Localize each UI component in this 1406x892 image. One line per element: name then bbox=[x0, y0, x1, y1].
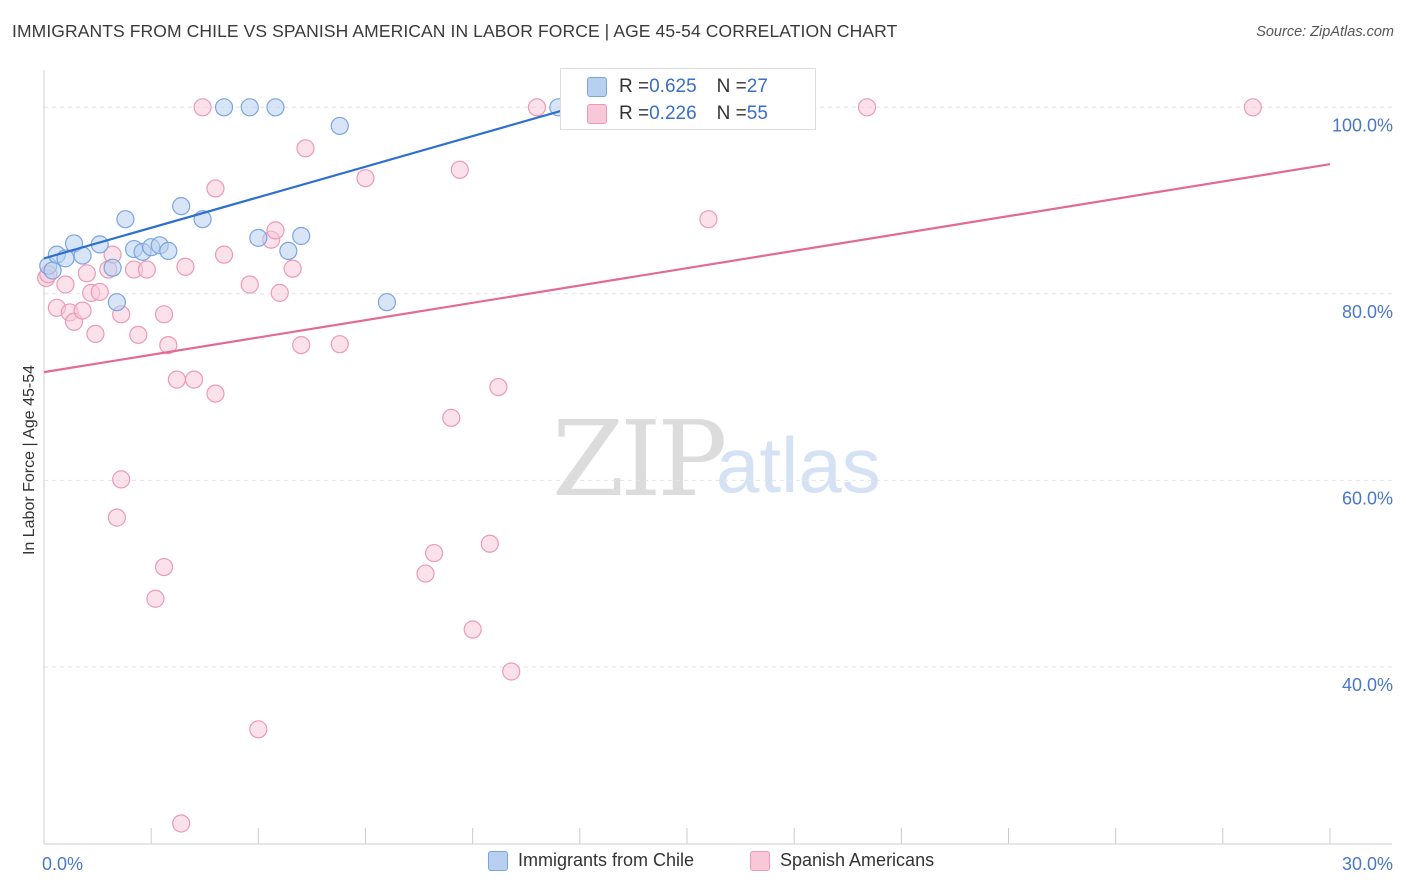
grid-lines bbox=[44, 106, 1392, 668]
point-spanish-americans bbox=[86, 324, 105, 344]
point-spanish-americans bbox=[296, 139, 315, 158]
legend-row-spanish: R = 0.226 N = 55 bbox=[587, 102, 768, 126]
y-tick-label: 60.0% bbox=[1342, 488, 1393, 508]
legend-item-spanish[interactable]: Spanish Americans bbox=[750, 850, 934, 871]
x-tick-label: 0.0% bbox=[42, 854, 83, 874]
series-immigrants-from-chile bbox=[39, 98, 654, 312]
legend-row-chile: R = 0.625 N = 27 bbox=[587, 75, 768, 99]
point-spanish-americans bbox=[249, 720, 268, 739]
point-spanish-americans bbox=[56, 275, 75, 294]
point-spanish-americans bbox=[112, 470, 131, 489]
point-immigrants-from-chile bbox=[214, 98, 234, 117]
point-spanish-americans bbox=[107, 508, 126, 527]
point-spanish-americans bbox=[172, 814, 191, 833]
legend-swatch-blue bbox=[488, 850, 508, 871]
point-spanish-americans bbox=[480, 534, 499, 553]
point-spanish-americans bbox=[699, 210, 718, 229]
point-immigrants-from-chile bbox=[292, 226, 311, 246]
point-immigrants-from-chile bbox=[266, 98, 285, 117]
point-immigrants-from-chile bbox=[116, 210, 135, 229]
trend-lines bbox=[43, 92, 1331, 374]
x-tick-label: 30.0% bbox=[1342, 854, 1393, 874]
source-credit: Source: ZipAtlas.com bbox=[1256, 24, 1394, 40]
point-immigrants-from-chile bbox=[107, 293, 126, 312]
point-spanish-americans bbox=[292, 335, 311, 355]
point-spanish-americans bbox=[857, 98, 877, 117]
point-spanish-americans bbox=[137, 260, 156, 279]
legend-r-label: R = bbox=[619, 103, 650, 124]
point-spanish-americans bbox=[146, 589, 165, 608]
point-spanish-americans bbox=[1243, 98, 1262, 117]
point-spanish-americans bbox=[424, 543, 444, 563]
point-immigrants-from-chile bbox=[172, 197, 191, 216]
y-tick-label: 80.0% bbox=[1342, 302, 1393, 322]
point-spanish-americans bbox=[356, 169, 375, 188]
legend-n-value: 55 bbox=[746, 103, 768, 124]
legend-label: Spanish Americans bbox=[780, 850, 935, 870]
point-spanish-americans bbox=[176, 257, 195, 276]
point-immigrants-from-chile bbox=[240, 98, 259, 117]
point-spanish-americans bbox=[283, 259, 302, 278]
legend-swatch-pink bbox=[750, 850, 770, 871]
legend-item-chile[interactable]: Immigrants from Chile bbox=[488, 850, 694, 871]
series-spanish-americans bbox=[37, 98, 1262, 833]
point-spanish-americans bbox=[73, 301, 92, 320]
point-spanish-americans bbox=[330, 335, 349, 354]
point-spanish-americans bbox=[266, 221, 285, 240]
point-immigrants-from-chile bbox=[330, 116, 349, 136]
trendline-immigrants-from-chile bbox=[43, 92, 624, 260]
point-spanish-americans bbox=[154, 557, 174, 577]
point-spanish-americans bbox=[240, 275, 259, 294]
chart-title: IMMIGRANTS FROM CHILE VS SPANISH AMERICA… bbox=[12, 21, 898, 41]
y-tick-label: 100.0% bbox=[1332, 115, 1393, 135]
y-tick-label: 40.0% bbox=[1342, 675, 1393, 695]
point-immigrants-from-chile bbox=[279, 241, 298, 261]
point-immigrants-from-chile bbox=[103, 258, 122, 277]
point-spanish-americans bbox=[184, 370, 204, 389]
tick-labels: 40.0% 60.0% 80.0% 100.0% 0.0% 30.0% bbox=[42, 115, 1393, 874]
point-spanish-americans bbox=[154, 305, 174, 324]
point-spanish-americans bbox=[129, 325, 148, 344]
point-spanish-americans bbox=[463, 620, 482, 639]
point-spanish-americans bbox=[77, 264, 96, 283]
point-immigrants-from-chile bbox=[377, 293, 397, 312]
point-spanish-americans bbox=[270, 283, 289, 302]
point-spanish-americans bbox=[502, 662, 521, 681]
trendline-spanish-americans bbox=[43, 163, 1331, 374]
point-immigrants-from-chile bbox=[249, 228, 268, 247]
legend-r-value: 0.226 bbox=[649, 103, 697, 124]
axes bbox=[43, 70, 1392, 845]
correlation-legend: R = 0.625 N = 27 R = 0.226 N = 55 bbox=[560, 68, 816, 130]
legend-swatch-blue bbox=[587, 77, 607, 97]
point-spanish-americans bbox=[159, 335, 178, 355]
point-spanish-americans bbox=[527, 98, 547, 117]
legend-r-value: 0.625 bbox=[649, 76, 697, 97]
point-spanish-americans bbox=[416, 564, 435, 583]
legend-r-label: R = bbox=[619, 76, 650, 97]
legend-n-label: N = bbox=[716, 76, 747, 97]
point-spanish-americans bbox=[167, 370, 186, 389]
point-spanish-americans bbox=[206, 384, 225, 403]
legend-label: Immigrants from Chile bbox=[518, 850, 695, 870]
point-immigrants-from-chile bbox=[159, 241, 178, 261]
point-spanish-americans bbox=[206, 179, 225, 198]
point-immigrants-from-chile bbox=[43, 261, 62, 280]
point-spanish-americans bbox=[442, 408, 461, 427]
legend-swatch-pink bbox=[587, 104, 607, 124]
point-spanish-americans bbox=[450, 160, 469, 179]
legend-n-value: 27 bbox=[746, 76, 768, 97]
point-spanish-americans bbox=[489, 377, 508, 397]
watermark-atlas: atlas bbox=[716, 421, 881, 509]
point-spanish-americans bbox=[214, 245, 234, 264]
legend-n-label: N = bbox=[716, 103, 747, 124]
point-spanish-americans bbox=[193, 98, 212, 117]
series-legend: Immigrants from Chile Spanish Americans bbox=[0, 850, 1406, 880]
watermark-zip: ZIP bbox=[552, 398, 727, 520]
point-spanish-americans bbox=[90, 282, 109, 302]
